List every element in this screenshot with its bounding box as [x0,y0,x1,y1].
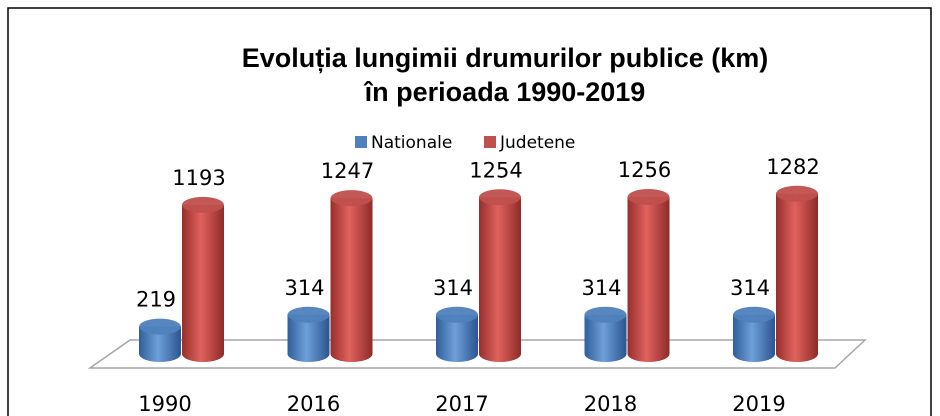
chart-title: Evoluția lungimii drumurilor publice (km… [242,43,769,73]
x-tick-label: 2017 [435,392,488,416]
chart-title: în perioada 1990-2019 [363,77,646,107]
value-label: 314 [284,276,324,300]
bar [627,189,670,362]
bar-top [627,189,670,205]
frame [7,7,932,416]
bar-top [733,306,775,323]
bar [733,306,775,362]
bar [330,190,373,362]
bar-top [139,318,181,335]
value-label: 314 [433,276,473,300]
bar-top [584,306,627,323]
bar-body [627,197,670,354]
value-label: 1193 [172,166,225,190]
bar-body [330,198,373,354]
bar [182,196,224,362]
value-label: 314 [581,276,621,300]
bar [584,306,627,362]
x-tick-label: 2016 [287,392,340,416]
bar [287,306,330,362]
value-label: 314 [730,276,770,300]
legend-swatch [355,136,367,148]
bar [776,185,818,362]
bar-body [479,197,521,354]
bar [436,306,478,362]
x-tick-label: 1990 [138,392,191,416]
bar-top [776,185,818,202]
x-tick-label: 2018 [584,392,637,416]
bar-top [182,196,224,213]
legend-label: Judetene [499,133,575,153]
bar [139,318,181,362]
value-label: 1247 [321,159,374,183]
value-label: 219 [136,288,176,312]
bar [479,189,521,362]
value-label: 1256 [618,158,671,182]
legend-swatch [484,136,496,148]
bar-body [182,204,224,354]
legend-label: Nationale [371,133,452,153]
value-label: 1254 [469,158,522,182]
bar-top [330,190,373,207]
bar-body [776,193,818,354]
bar-top [287,306,330,323]
value-label: 1282 [766,155,819,179]
x-tick-label: 2019 [732,392,785,416]
bar-top [479,189,521,206]
bar-top [436,306,478,323]
